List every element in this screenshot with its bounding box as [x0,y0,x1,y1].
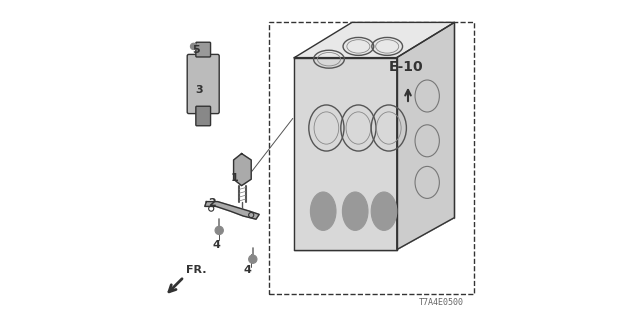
FancyBboxPatch shape [187,54,219,114]
Text: 3: 3 [196,84,204,95]
Ellipse shape [310,192,336,230]
FancyBboxPatch shape [196,106,211,126]
Ellipse shape [342,192,368,230]
Text: E-10: E-10 [389,60,424,74]
Circle shape [215,226,223,235]
Polygon shape [397,22,454,250]
Circle shape [249,255,257,263]
Ellipse shape [371,192,397,230]
Polygon shape [294,22,454,58]
Text: FR.: FR. [186,265,206,275]
Text: 2: 2 [208,198,216,208]
Text: 1: 1 [230,172,239,183]
Text: 4: 4 [243,265,251,276]
Circle shape [191,43,197,50]
Text: 5: 5 [193,44,200,55]
Text: 4: 4 [213,240,221,250]
FancyBboxPatch shape [196,42,211,57]
Polygon shape [294,58,397,250]
Polygon shape [205,202,259,219]
Polygon shape [234,154,251,186]
Text: T7A4E0500: T7A4E0500 [419,298,464,307]
